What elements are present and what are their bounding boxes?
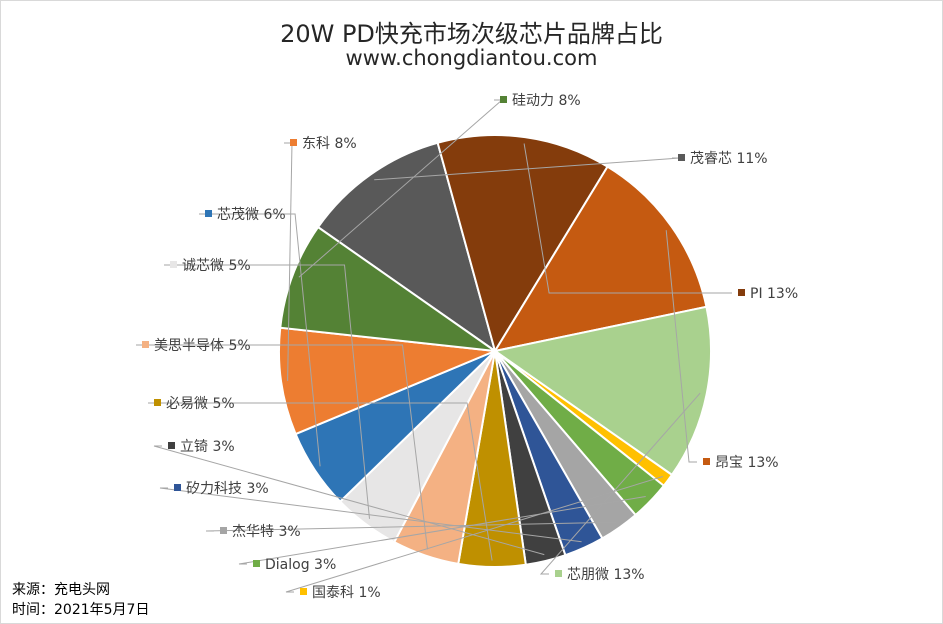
label-marker-8 [174,484,181,491]
slice-label-2: PI 13% [750,286,798,302]
slice-label-11: 美思半导体 5% [154,338,251,354]
slice-label-4: 芯朋微 13% [567,567,645,583]
slice-label-7: 杰华特 3% [232,524,301,540]
leader-line-13 [199,213,321,467]
label-marker-9 [168,442,175,449]
slice-label-3: 昂宝 13% [715,455,779,471]
pie-slice-15 [279,225,496,352]
slice-label-6: Dialog 3% [265,557,336,573]
slice-label-13: 芯茂微 6% [217,206,286,223]
leader-line-11 [136,344,428,550]
chart-subtitle: www.chongdiantou.com [345,46,598,70]
source-note: 来源：充电头网 [12,582,110,598]
label-marker-12 [170,261,177,268]
chart-title: 20W PD快充市场次级芯片品牌占比 [280,20,663,48]
label-marker-5 [300,588,307,595]
slice-label-10: 必易微 5% [166,396,235,412]
label-marker-14 [290,139,297,146]
pie-slice-14 [278,326,496,436]
leader-lines [136,99,732,593]
label-marker-13 [205,210,212,217]
label-marker-2 [738,289,745,296]
slice-label-15: 硅动力 8% [512,93,581,109]
label-marker-3 [703,458,710,465]
pie-slices [278,134,712,568]
leader-line-12 [164,264,370,519]
slice-labels: 茂睿芯 11% PI 13% 昂宝 13% 芯朋微 13% 国泰科 1% Dialog 3… [142,93,798,601]
slice-label-12: 诚芯微 5% [182,258,251,274]
slice-label-1: 茂睿芯 11% [690,150,768,167]
slice-label-14: 东科 8% [302,136,357,152]
leader-line-7 [205,521,616,532]
pie-slice-2 [436,134,609,354]
label-marker-1 [678,154,685,161]
leader-line-3 [665,230,697,463]
date-note: 时间：2021年5月7日 [12,602,150,618]
slice-label-9: 立锜 3% [180,439,235,455]
leader-line-2 [523,143,732,294]
pie-slice-1 [316,141,497,354]
label-marker-7 [220,527,227,534]
leader-line-4 [539,392,701,575]
pie-slice-4 [492,305,712,477]
label-marker-10 [154,399,161,406]
slice-label-5: 国泰科 1% [312,585,381,601]
label-marker-11 [142,341,149,348]
leader-line-10 [148,402,493,561]
slice-label-8: 矽力科技 3% [186,481,269,497]
label-marker-15 [500,96,507,103]
label-marker-6 [253,560,260,567]
label-marker-4 [555,570,562,577]
leader-line-8 [159,487,582,543]
leader-line-9 [153,445,545,556]
leader-line-6 [238,496,646,565]
